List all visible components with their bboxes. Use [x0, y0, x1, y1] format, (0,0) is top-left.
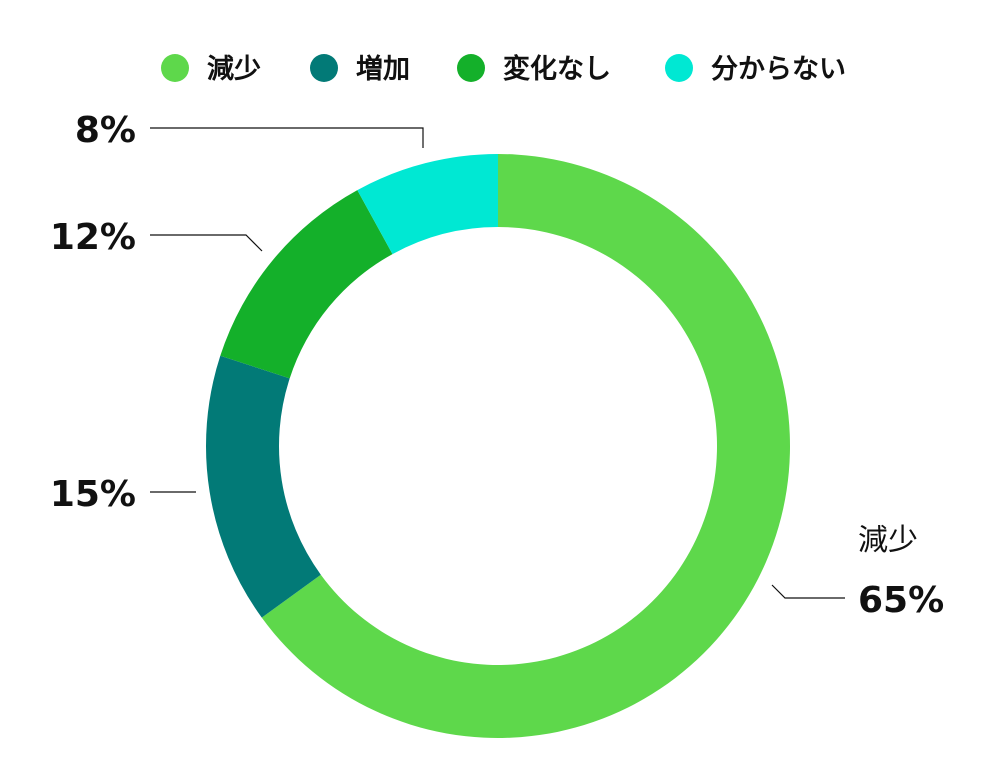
percent-label-2: 15% — [50, 474, 136, 515]
slice-3 — [220, 190, 393, 379]
leader-line-4 — [150, 127, 424, 148]
category-label-1: 減少 — [858, 523, 918, 558]
legend-label-3: 変化なし — [503, 53, 611, 85]
data-labels: 65% 減少 15% 12% 8% — [50, 110, 944, 621]
legend: 減少 増加 変化なし 分からない — [161, 53, 846, 85]
leader-line-1 — [771, 584, 845, 599]
legend-marker-2 — [310, 54, 338, 82]
percent-label-1: 65% — [858, 580, 944, 621]
percent-label-3: 12% — [50, 217, 136, 258]
legend-marker-3 — [457, 54, 485, 82]
legend-label-4: 分からない — [711, 54, 846, 85]
slice-4 — [357, 154, 498, 255]
legend-marker-1 — [161, 54, 189, 82]
slice-2 — [205, 355, 321, 618]
leader-lines — [150, 127, 845, 599]
donut-slices — [205, 154, 790, 739]
legend-label-2: 増加 — [356, 53, 410, 85]
legend-marker-4 — [665, 54, 693, 82]
percent-label-4: 8% — [75, 110, 136, 151]
leader-line-3 — [150, 234, 263, 252]
legend-label-1: 減少 — [207, 54, 261, 85]
